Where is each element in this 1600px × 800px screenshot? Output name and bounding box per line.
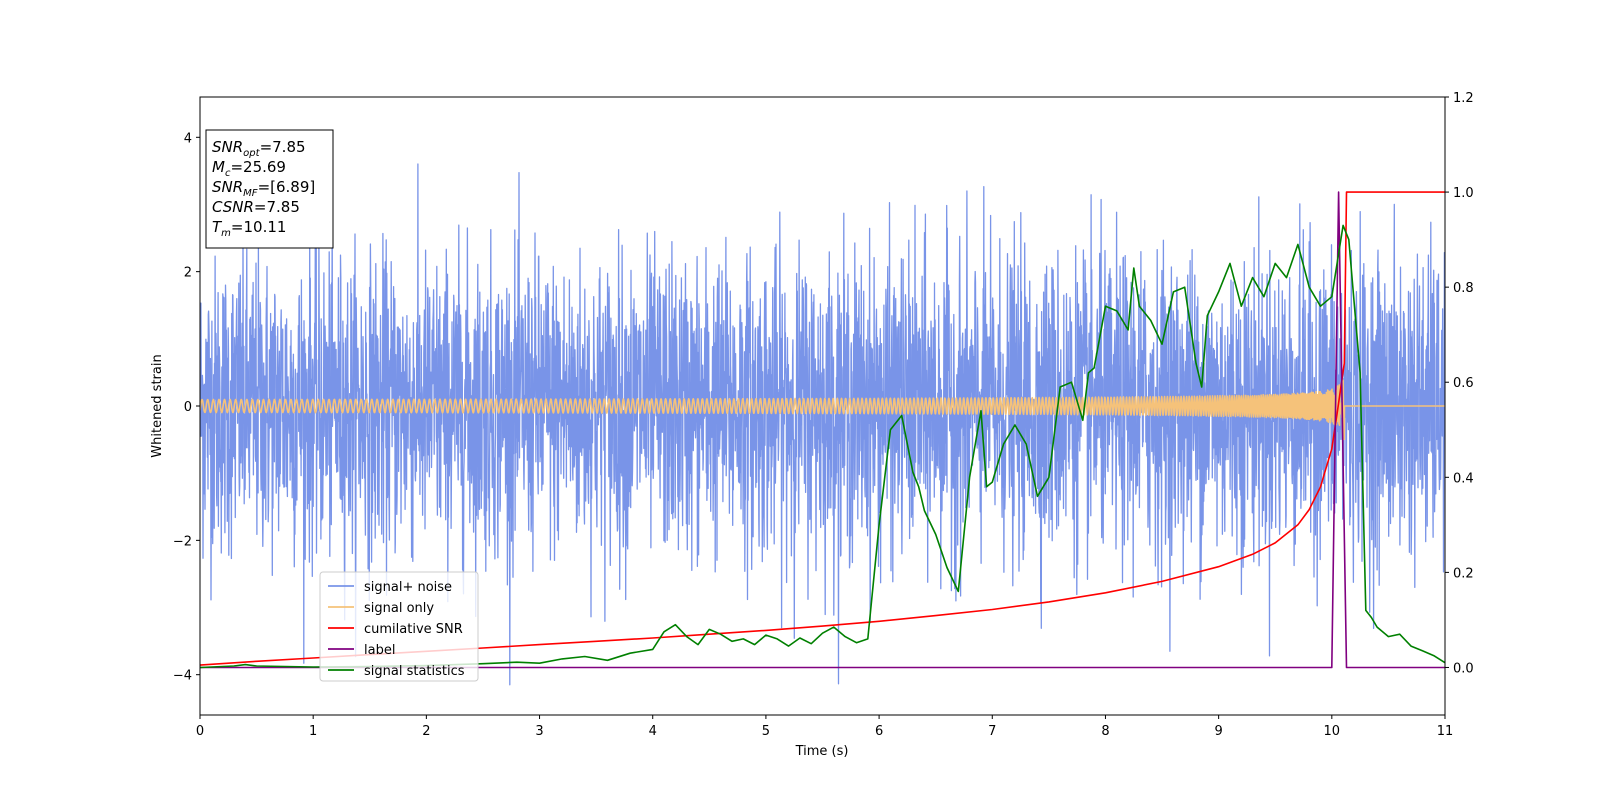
y2-tick-label: 1.0 (1453, 186, 1474, 201)
info-box-line: Mc=25.69 (212, 158, 286, 179)
y2-tick-label: 0.2 (1453, 566, 1474, 581)
series-line-signal-statistics (200, 224, 1445, 669)
y2-tick-label: 1.2 (1453, 91, 1474, 106)
y2-tick-label: 0.4 (1453, 471, 1474, 486)
x-tick-label: 10 (1324, 724, 1341, 739)
x-axis: 0 1 2 3 4 5 6 7 8 9 10 11 (196, 715, 1453, 739)
y2-tick-label: 0.8 (1453, 281, 1474, 296)
x-tick-label: 7 (988, 724, 996, 739)
x-axis-label: Time (s) (795, 744, 849, 759)
info-box: SNRopt=7.85Mc=25.69SNRMF=[6.89]CSNR=7.85… (205, 129, 334, 249)
x-tick-label: 5 (762, 724, 770, 739)
y-tick-label: −2 (173, 534, 192, 549)
y2-tick-label: 0.6 (1453, 376, 1474, 391)
info-box-frame (205, 129, 334, 249)
x-tick-label: 1 (309, 724, 317, 739)
legend-frame (319, 571, 479, 682)
x-tick-label: 3 (535, 724, 543, 739)
info-box-line: Tm=10.11 (212, 218, 286, 239)
info-box-line: SNRopt=7.85 (212, 138, 306, 159)
y-tick-label: −4 (173, 669, 192, 684)
y-tick-label: 0 (184, 400, 192, 415)
legend-label: cumilative SNR (364, 622, 463, 637)
x-tick-label: 9 (1214, 724, 1222, 739)
x-tick-label: 11 (1437, 724, 1454, 739)
legend-label: signal only (364, 601, 434, 616)
legend-label: signal statistics (364, 664, 465, 679)
series-line-label (200, 191, 1445, 669)
y-tick-label: 2 (184, 266, 192, 281)
legend-label: label (364, 643, 395, 658)
series-line-signal-only (200, 379, 1445, 441)
info-box-line: SNRMF=[6.89] (212, 178, 315, 199)
y-tick-label: 4 (184, 131, 192, 146)
x-tick-label: 8 (1101, 724, 1109, 739)
legend: signal+ noise signal only cumilative SNR la… (319, 571, 479, 682)
legend-label: signal+ noise (364, 580, 452, 595)
x-tick-label: 0 (196, 724, 204, 739)
y-axis-label: Whitened strain (150, 354, 165, 457)
x-tick-label: 6 (875, 724, 883, 739)
y-axis-right: 0.0 0.2 0.4 0.6 0.8 1.0 1.2 (1445, 91, 1474, 676)
x-tick-label: 4 (649, 724, 657, 739)
y2-tick-label: 0.0 (1453, 661, 1474, 676)
x-tick-label: 2 (422, 724, 430, 739)
y-axis-left: −4 −2 0 2 4 (173, 131, 200, 684)
info-box-line: CSNR=7.85 (212, 198, 300, 216)
